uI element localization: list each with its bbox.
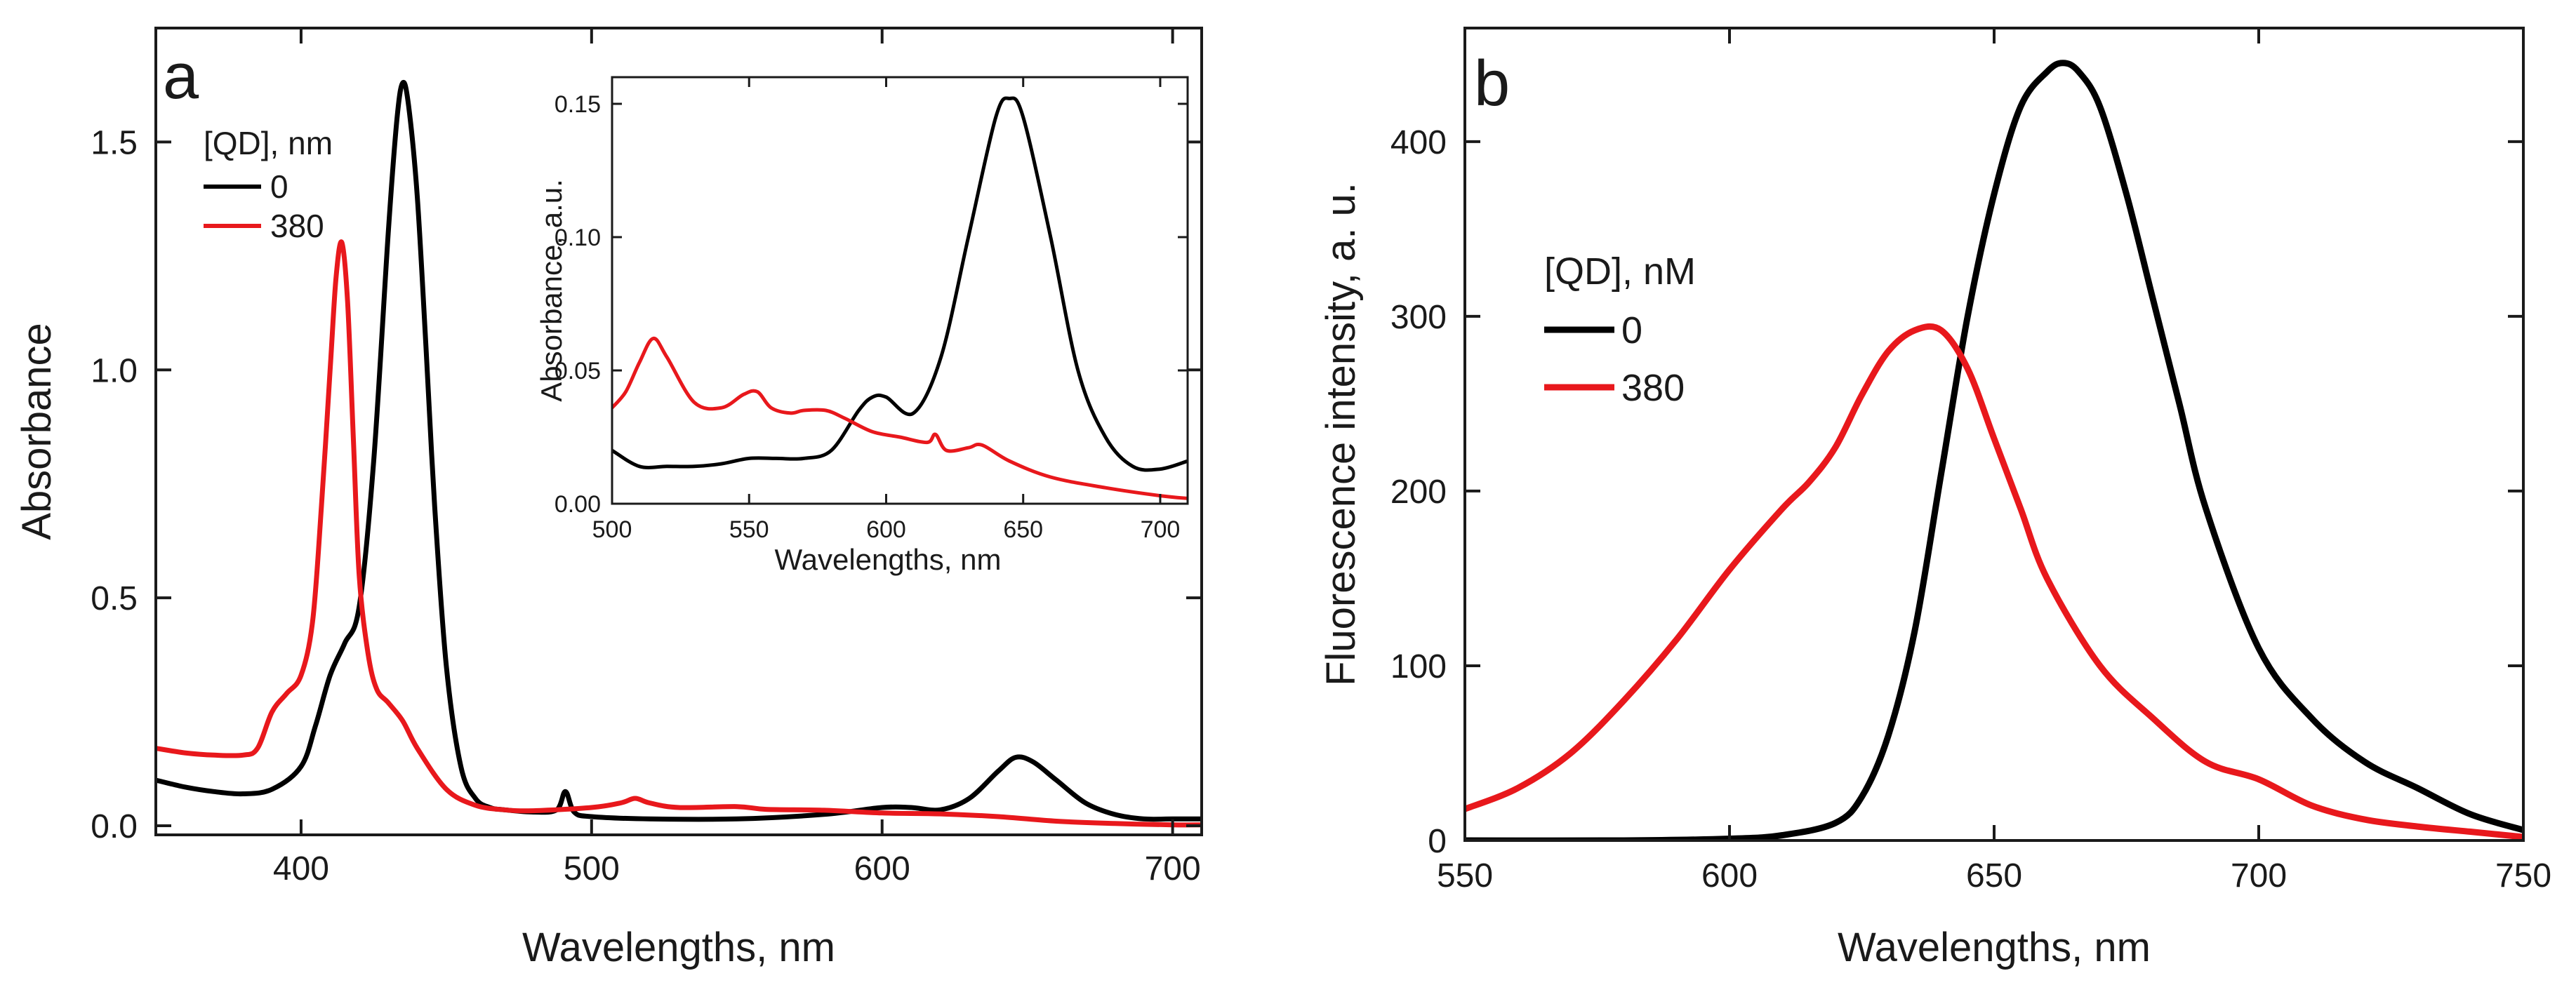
inset-xtick-label-3: 650 bbox=[1003, 516, 1043, 543]
inset-frame bbox=[611, 76, 1189, 505]
panel-a-series-0-line bbox=[156, 79, 1202, 822]
inset-xtick-label-2: 600 bbox=[866, 516, 906, 543]
panel-a-xtick-label-3: 700 bbox=[1145, 850, 1201, 887]
panel-a-legend-title: [QD], nm bbox=[204, 125, 333, 161]
panel-a-inset: 500 550 600 650 700 0.00 0.05 0.10 0.15 Waveleng… bbox=[535, 76, 1189, 576]
inset-plot-area bbox=[612, 96, 1188, 500]
inset-ytick-label-1: 0.05 bbox=[555, 358, 601, 384]
panel-a-ytick-label-1: 0.5 bbox=[91, 580, 138, 617]
panel-a-xlabel: Wavelengths, nm bbox=[522, 925, 835, 970]
panel-b-legend-label-1: 380 bbox=[1621, 367, 1685, 409]
panel-a: 400 500 600 700 0.0 0.5 1.0 1.5 a [QD], nm 0 38… bbox=[14, 27, 1203, 970]
panel-a-plot-area bbox=[156, 79, 1202, 828]
panel-b-xtick-label-0: 550 bbox=[1437, 857, 1493, 894]
panel-b-legend: [QD], nM 0 380 bbox=[1544, 250, 1696, 409]
inset-ticks: 500 550 600 650 700 0.00 0.05 0.10 0.15 bbox=[555, 77, 1188, 543]
panel-a-legend: [QD], nm 0 380 bbox=[204, 125, 333, 244]
panel-b-ylabel: Fluorescence intensity, a. u. bbox=[1318, 182, 1364, 686]
inset-series-0-line bbox=[612, 96, 1188, 472]
panel-a-xtick-label-1: 500 bbox=[564, 850, 620, 887]
panel-b-xtick-label-3: 700 bbox=[2231, 857, 2287, 894]
inset-xtick-label-4: 700 bbox=[1141, 516, 1181, 543]
panel-b-legend-title: [QD], nM bbox=[1544, 250, 1696, 293]
panel-a-series-1-line bbox=[156, 239, 1202, 828]
inset-xlabel: Wavelengths, nm bbox=[775, 543, 1002, 576]
panel-b-xtick-label-2: 650 bbox=[1966, 857, 2022, 894]
panel-b-xtick-label-4: 750 bbox=[2495, 857, 2551, 894]
panel-b-xtick-label-1: 600 bbox=[1701, 857, 1758, 894]
inset-xtick-label-1: 550 bbox=[729, 516, 769, 543]
panel-b-ytick-label-3: 300 bbox=[1390, 299, 1447, 336]
panel-b-ytick-label-4: 400 bbox=[1390, 124, 1447, 161]
panel-a-xtick-label-0: 400 bbox=[273, 850, 329, 887]
panel-b-ticks: 550 600 650 700 750 0 100 200 300 400 bbox=[1390, 28, 2551, 894]
panel-a-legend-label-1: 380 bbox=[270, 208, 324, 244]
panel-b: 550 600 650 700 750 0 100 200 300 400 b [QD], nM … bbox=[1318, 27, 2551, 970]
inset-ytick-label-2: 0.10 bbox=[555, 225, 601, 251]
panel-a-legend-label-0: 0 bbox=[270, 168, 288, 205]
panel-b-ytick-label-2: 200 bbox=[1390, 474, 1447, 511]
panel-b-series-1-line bbox=[1465, 323, 2523, 840]
panel-b-series-0-line bbox=[1465, 60, 2523, 840]
panel-a-ytick-label-0: 0.0 bbox=[91, 808, 138, 845]
inset-series-1-line bbox=[612, 336, 1188, 500]
panel-b-ytick-label-0: 0 bbox=[1428, 823, 1447, 860]
panel-b-xlabel: Wavelengths, nm bbox=[1838, 925, 2151, 970]
panel-b-plot-area bbox=[1465, 60, 2523, 840]
panel-b-legend-label-0: 0 bbox=[1621, 309, 1642, 351]
panel-a-ylabel: Absorbance bbox=[14, 323, 60, 540]
panel-b-letter: b bbox=[1474, 48, 1510, 119]
inset-ytick-label-0: 0.00 bbox=[555, 491, 601, 518]
panel-a-xtick-label-2: 600 bbox=[854, 850, 910, 887]
inset-xtick-label-0: 500 bbox=[592, 516, 632, 543]
inset-ytick-label-3: 0.15 bbox=[555, 91, 601, 118]
panel-a-letter: a bbox=[163, 41, 199, 112]
panel-a-ticks: 400 500 600 700 0.0 0.5 1.0 1.5 bbox=[91, 28, 1202, 887]
panel-a-frame bbox=[154, 27, 1203, 836]
panel-a-ytick-label-3: 1.5 bbox=[91, 124, 138, 161]
inset-background bbox=[612, 77, 1188, 504]
panel-a-ytick-label-2: 1.0 bbox=[91, 352, 138, 389]
panel-b-ytick-label-1: 100 bbox=[1390, 648, 1447, 685]
inset-ylabel: Absorbance, a.u. bbox=[535, 179, 568, 402]
